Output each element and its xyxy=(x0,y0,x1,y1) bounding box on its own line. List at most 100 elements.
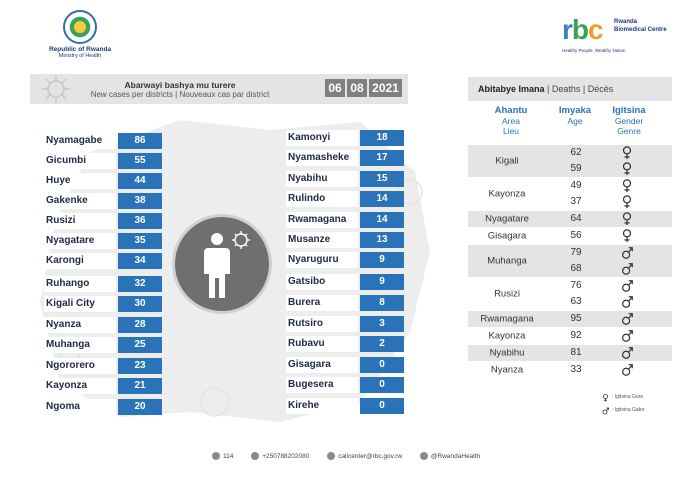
case-count: 0 xyxy=(360,377,404,393)
death-district: Kigali xyxy=(495,155,519,167)
case-row: Gakenke 38 xyxy=(44,193,162,209)
death-age: 92 xyxy=(570,330,582,341)
case-row: Bugesera 0 xyxy=(286,377,404,393)
deaths-row: Kigali 62 59 xyxy=(468,145,672,177)
rbc-wordmark: rbc xyxy=(562,14,604,45)
whatsapp-icon xyxy=(251,452,260,460)
phone-short: 114 xyxy=(212,452,241,460)
death-entry: 63 xyxy=(556,294,672,310)
deaths-row: Nyanza 33 xyxy=(468,362,672,378)
case-row: Muhanga 25 xyxy=(44,337,162,353)
column-header-gender: Igitsina Gender Genre xyxy=(612,105,646,137)
death-entry: 76 xyxy=(556,278,672,294)
case-row: Rusizi 36 xyxy=(44,213,162,229)
death-entry: 33 xyxy=(556,362,672,378)
case-count: 44 xyxy=(118,173,162,189)
death-entry: 68 xyxy=(556,261,672,277)
death-district: Nyabihu xyxy=(489,347,525,359)
district-name: Burera xyxy=(286,295,358,311)
date-day: 06 xyxy=(325,79,345,97)
case-row: Kigali City 30 xyxy=(44,296,162,312)
case-row: Kayonza 21 xyxy=(44,378,162,394)
case-count: 32 xyxy=(118,276,162,292)
deaths-row: Nyabihu 81 xyxy=(468,345,672,361)
case-row: Kamonyi 18 xyxy=(286,130,404,146)
male-icon xyxy=(620,312,634,326)
case-count: 9 xyxy=(360,252,404,268)
death-district: Nyagatare xyxy=(485,213,529,225)
case-row: Karongi 34 xyxy=(44,253,162,269)
new-cases-header-band xyxy=(30,74,408,104)
female-icon xyxy=(603,394,608,402)
case-row: Nyabihu 15 xyxy=(286,171,404,187)
case-count: 2 xyxy=(360,336,404,352)
female-icon xyxy=(620,179,634,193)
death-age: 33 xyxy=(570,364,582,375)
death-age: 76 xyxy=(570,280,582,291)
deaths-row: Rusizi 76 63 xyxy=(468,278,672,310)
date-month: 08 xyxy=(347,79,367,97)
virus-icon xyxy=(42,75,70,103)
case-count: 13 xyxy=(360,232,404,248)
coat-of-arms-icon xyxy=(63,10,97,44)
case-count: 18 xyxy=(360,130,404,146)
district-name: Gakenke xyxy=(44,193,116,209)
case-row: Rwamagana 14 xyxy=(286,212,404,228)
district-name: Kirehe xyxy=(286,398,358,414)
male-icon xyxy=(620,363,634,377)
death-entry: 59 xyxy=(556,161,672,177)
case-count: 23 xyxy=(118,358,162,374)
death-age: 81 xyxy=(570,347,582,358)
rbc-tagline: Healthy People, Wealthy Nation xyxy=(562,48,626,53)
deaths-row: Kayonza 92 xyxy=(468,328,672,344)
legend-male: : Igitsina Gabo xyxy=(602,404,644,417)
case-row: Nyagatare 35 xyxy=(44,233,162,249)
district-name: Bugesera xyxy=(286,377,358,393)
case-count: 86 xyxy=(118,133,162,149)
male-icon xyxy=(620,262,634,276)
male-icon xyxy=(620,295,634,309)
district-name: Ngoma xyxy=(44,399,116,415)
death-district: Kayonza xyxy=(488,188,526,200)
district-name: Nyaruguru xyxy=(286,252,358,268)
district-name: Rwamagana xyxy=(286,212,358,228)
case-count: 25 xyxy=(118,337,162,353)
death-district: Rwamagana xyxy=(480,313,534,325)
district-name: Rubavu xyxy=(286,336,358,352)
death-entry: 62 xyxy=(556,145,672,161)
district-name: Rusizi xyxy=(44,213,116,229)
death-age: 79 xyxy=(570,247,582,258)
case-count: 15 xyxy=(360,171,404,187)
case-count: 55 xyxy=(118,153,162,169)
death-age: 63 xyxy=(570,296,582,307)
case-row: Ngororero 23 xyxy=(44,358,162,374)
death-district: Nyanza xyxy=(490,364,524,376)
case-row: Nyamagabe 86 xyxy=(44,133,162,149)
district-name: Gicumbi xyxy=(44,153,116,169)
case-count: 17 xyxy=(360,150,404,166)
case-row: Huye 44 xyxy=(44,173,162,189)
rwanda-coat-of-arms-logo: Republic of Rwanda Ministry of Health xyxy=(40,10,120,59)
female-icon xyxy=(620,229,634,243)
date-year: 2021 xyxy=(369,79,402,97)
district-name: Rutsiro xyxy=(286,316,358,332)
column-header-place: Ahantu Area Lieu xyxy=(494,105,528,137)
email-icon xyxy=(327,452,336,460)
legend-female: : Igitsina Gore xyxy=(602,391,644,404)
rbc-logo: rbc Rwanda Biomedical Centre Healthy Peo… xyxy=(562,16,672,56)
death-district: Rusizi xyxy=(494,288,520,300)
social-media-icon xyxy=(419,452,428,460)
case-count: 34 xyxy=(118,253,162,269)
death-age: 62 xyxy=(570,147,582,158)
deaths-row: Nyagatare 64 xyxy=(468,211,672,227)
district-name: Nyabihu xyxy=(286,171,358,187)
case-count: 0 xyxy=(360,357,404,373)
district-name: Nyanza xyxy=(44,317,116,333)
case-count: 20 xyxy=(118,399,162,415)
logo-country-label: Republic of Rwanda xyxy=(48,46,112,53)
female-icon xyxy=(620,162,634,176)
district-name: Kamonyi xyxy=(286,130,358,146)
death-age: 68 xyxy=(570,263,582,274)
death-entry: 95 xyxy=(556,311,672,327)
logo-ministry-label: Ministry of Health xyxy=(58,53,102,59)
